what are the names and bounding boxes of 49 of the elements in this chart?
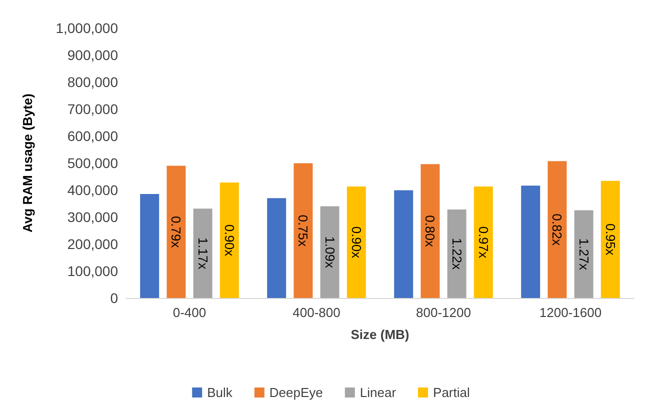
annotation: 1.22x xyxy=(449,238,464,270)
x-axis-title: Size (MB) xyxy=(350,327,410,342)
bar xyxy=(420,164,440,298)
bar xyxy=(267,198,286,298)
y-tick-label: 1,000,000 xyxy=(56,20,118,36)
x-tick-label: 400-800 xyxy=(292,305,340,320)
annotation: 1.09x xyxy=(322,236,338,268)
annotation: 1.27x xyxy=(576,238,592,271)
annotation: 0.90x xyxy=(348,226,364,259)
annotation: 0.95x xyxy=(602,224,618,256)
bar xyxy=(166,166,186,298)
y-tick-label: 700,000 xyxy=(67,101,118,117)
x-tick-label: 1200-1600 xyxy=(539,305,602,320)
annotation: 0.82x xyxy=(550,214,565,246)
legend-label: Bulk xyxy=(207,385,233,400)
annotation: 0.80x xyxy=(422,215,438,248)
bar xyxy=(220,182,239,298)
y-tick-label: 300,000 xyxy=(67,209,118,225)
bar xyxy=(294,163,313,298)
legend-label: DeepEye xyxy=(269,385,323,400)
y-tick-label: 100,000 xyxy=(67,263,118,279)
bar xyxy=(140,194,160,298)
annotation: 0.90x xyxy=(222,224,237,257)
annotation: 0.79x xyxy=(168,216,184,248)
y-tick-label: 900,000 xyxy=(67,47,118,63)
bar xyxy=(521,186,540,298)
y-tick-label: 0 xyxy=(110,290,118,306)
bar xyxy=(600,180,620,298)
bar xyxy=(447,209,466,298)
x-tick-label: 0-400 xyxy=(172,305,206,320)
y-tick-label: 600,000 xyxy=(67,128,118,144)
y-tick-label: 800,000 xyxy=(67,74,118,90)
annotation: 0.97x xyxy=(476,226,491,259)
legend-label: Linear xyxy=(360,385,397,400)
annotation: 0.75x xyxy=(296,214,311,248)
bar xyxy=(346,186,366,298)
x-tick-label: 800-1200 xyxy=(416,305,471,320)
y-tick-label: 200,000 xyxy=(67,236,118,252)
bar xyxy=(320,206,340,298)
y-tick-label: 400,000 xyxy=(67,182,118,198)
bar xyxy=(193,208,212,298)
bar xyxy=(548,161,567,298)
bar xyxy=(474,186,493,298)
bar xyxy=(574,210,594,298)
bar xyxy=(394,190,414,298)
annotation: 1.17x xyxy=(195,237,210,270)
y-tick-label: 500,000 xyxy=(67,155,118,171)
y-axis-title: Avg RAM usage (Byte) xyxy=(20,94,35,232)
legend-label: Partial xyxy=(433,385,470,400)
